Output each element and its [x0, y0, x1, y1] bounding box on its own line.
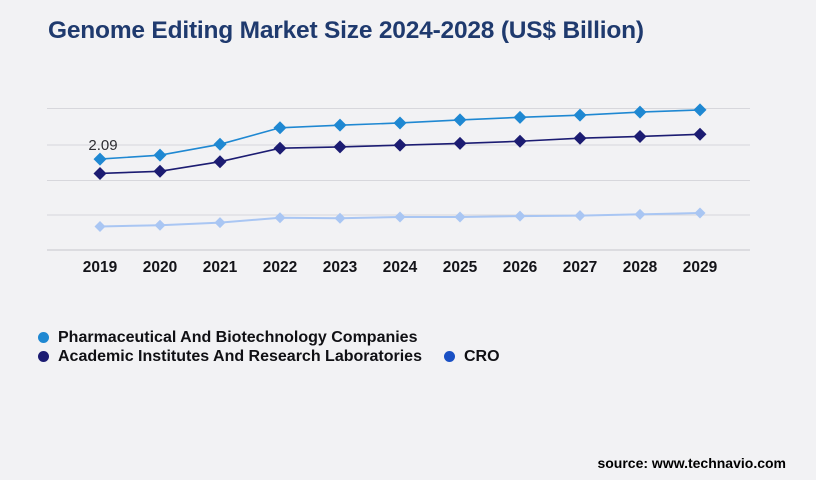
x-axis-labels-group: 2019 2020 2021 2022 2023 2024 2025 2026 2027 2028…	[83, 259, 718, 276]
series-group	[93, 103, 707, 233]
data-point-marker	[453, 113, 467, 127]
legend-row-1: Pharmaceutical And Biotechnology Compani…	[38, 328, 500, 347]
legend-label-academic: Academic Institutes And Research Laborat…	[58, 347, 422, 365]
data-point-marker	[513, 110, 527, 124]
legend-item-pharma: Pharmaceutical And Biotechnology Compani…	[38, 329, 417, 347]
x-axis-label: 2025	[443, 259, 478, 276]
data-point-marker	[393, 138, 407, 152]
legend-dot-pharma-icon	[38, 332, 49, 343]
data-point-marker	[513, 134, 527, 148]
x-axis-label: 2020	[143, 259, 177, 276]
x-axis-label: 2024	[383, 259, 418, 276]
legend: Pharmaceutical And Biotechnology Compani…	[38, 328, 500, 366]
data-point-marker	[694, 207, 706, 219]
x-axis-label: 2027	[563, 259, 597, 276]
data-point-marker	[153, 148, 167, 162]
data-label-2019: 2.09	[88, 137, 117, 154]
data-point-marker	[693, 103, 707, 117]
data-point-marker	[93, 166, 107, 180]
legend-row-2: Academic Institutes And Research Laborat…	[38, 347, 500, 366]
data-point-marker	[633, 129, 647, 143]
data-point-marker	[693, 127, 707, 141]
data-point-marker	[394, 211, 406, 223]
data-point-marker	[153, 164, 167, 178]
data-point-marker	[393, 116, 407, 130]
data-point-marker	[333, 118, 347, 132]
x-axis-label: 2028	[623, 259, 658, 276]
data-point-marker	[213, 155, 227, 169]
data-point-marker	[334, 212, 346, 224]
data-point-marker	[514, 210, 526, 222]
data-point-marker	[273, 121, 287, 135]
legend-item-academic: Academic Institutes And Research Laborat…	[38, 348, 422, 366]
data-point-marker	[274, 212, 286, 224]
legend-label-cro: CRO	[463, 347, 500, 365]
gridlines-group	[47, 108, 750, 251]
legend-item-cro: CRO	[443, 347, 500, 366]
x-axis-label: 2019	[83, 259, 118, 276]
legend-dot-academic-icon	[38, 351, 49, 362]
data-point-marker	[573, 131, 587, 145]
data-point-marker	[573, 108, 587, 122]
data-point-marker	[154, 219, 166, 231]
legend-label-pharma: Pharmaceutical And Biotechnology Compani…	[58, 328, 418, 346]
source-attribution: source: www.technavio.com	[597, 455, 786, 471]
data-point-marker	[333, 140, 347, 154]
x-axis-label: 2023	[323, 259, 358, 276]
data-point-marker	[93, 152, 107, 166]
data-point-marker	[453, 136, 467, 150]
x-axis-label: 2029	[683, 259, 718, 276]
data-point-marker	[273, 141, 287, 155]
data-point-marker	[574, 210, 586, 222]
data-point-marker	[213, 137, 227, 151]
x-axis-label: 2021	[203, 259, 238, 276]
data-point-marker	[214, 217, 226, 229]
data-point-marker	[634, 208, 646, 220]
data-point-marker	[94, 221, 106, 233]
x-axis-label: 2022	[263, 259, 297, 276]
data-point-marker	[633, 105, 647, 119]
legend-dot-cro-icon	[443, 351, 455, 362]
chart-title: Genome Editing Market Size 2024-2028 (US…	[48, 17, 644, 44]
data-point-marker	[454, 211, 466, 223]
x-axis-label: 2026	[503, 259, 538, 276]
